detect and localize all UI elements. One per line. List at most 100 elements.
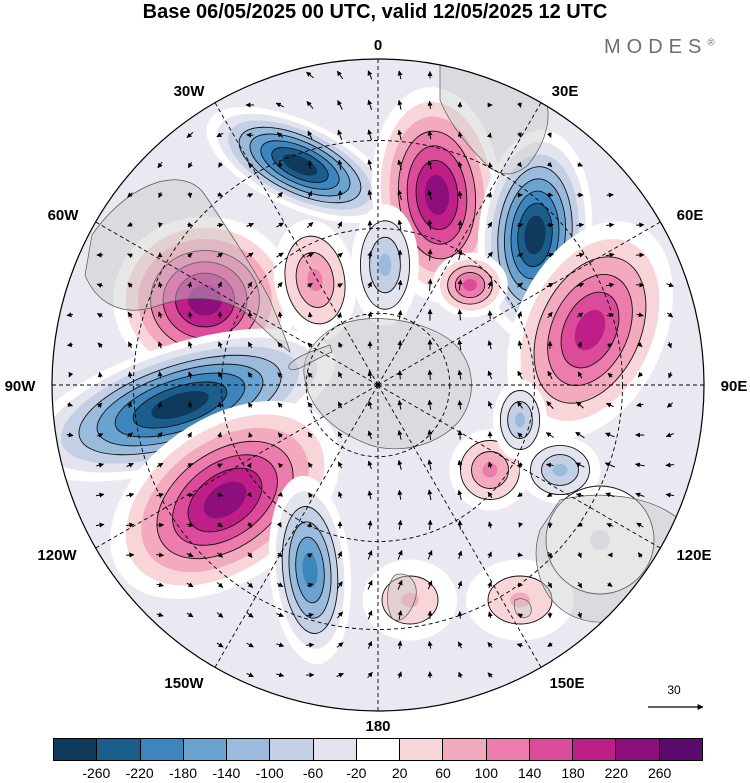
wind-vector xyxy=(397,99,403,110)
colorbar-tick-label: 140 xyxy=(517,765,542,781)
wind-vector xyxy=(217,191,223,197)
graticule xyxy=(52,59,704,711)
wind-vector xyxy=(307,342,313,348)
anomaly-contour-fill xyxy=(515,412,525,428)
wind-vector xyxy=(457,161,463,169)
negative-anomaly xyxy=(268,475,352,665)
positive-anomaly xyxy=(449,429,531,511)
wind-vector xyxy=(337,431,343,439)
wind-vector xyxy=(637,341,643,348)
wind-vector xyxy=(277,402,283,408)
wind-vector xyxy=(367,580,373,590)
wind-vector xyxy=(397,310,403,320)
anomaly-contour-fill xyxy=(510,592,530,608)
colorbar-swatch xyxy=(529,739,574,760)
wind-vector xyxy=(156,552,165,558)
wind-vector xyxy=(397,459,403,470)
wind-vector xyxy=(277,462,284,469)
wind-vector xyxy=(666,402,674,408)
wind-vector xyxy=(217,281,222,289)
wind-vector xyxy=(547,311,553,319)
meridian-line xyxy=(95,221,379,386)
wind-vector xyxy=(575,462,585,468)
wind-vector xyxy=(427,100,433,109)
wind-vector xyxy=(576,312,584,318)
wind-vector xyxy=(545,432,554,438)
wind-vector xyxy=(127,311,133,318)
wind-vector xyxy=(306,101,314,109)
wind-vector xyxy=(97,342,103,348)
wind-vector xyxy=(577,552,582,559)
wind-vector xyxy=(276,642,285,648)
meridian-line xyxy=(214,384,379,668)
wind-vector xyxy=(306,583,314,588)
wind-vector xyxy=(247,552,253,558)
wind-vector xyxy=(216,132,224,138)
wind-vector xyxy=(157,281,163,289)
wind-vector xyxy=(605,432,615,438)
wind-vector xyxy=(575,431,585,439)
wind-vector xyxy=(487,370,493,380)
wind-vector xyxy=(336,673,344,678)
wind-vector xyxy=(576,282,585,288)
wind-vector xyxy=(577,341,582,349)
wind-vector xyxy=(276,132,284,138)
wind-vector xyxy=(337,100,343,110)
positive-anomaly xyxy=(362,559,458,641)
wind-vector xyxy=(397,579,403,590)
wind-vector xyxy=(487,581,492,589)
wind-vector xyxy=(458,671,463,679)
negative-anomaly xyxy=(493,379,547,461)
wind-vector xyxy=(307,462,313,468)
lon-label-150w: 150W xyxy=(164,675,204,692)
wind-vector xyxy=(517,401,523,409)
wind-vector xyxy=(397,129,403,141)
wind-vector xyxy=(367,370,373,379)
colorbar-tick-label: -60 xyxy=(302,765,324,781)
wind-vector xyxy=(276,252,284,258)
wind-vector xyxy=(367,251,373,259)
wind-vector xyxy=(487,310,493,320)
wind-vector xyxy=(605,492,615,498)
wind-vector xyxy=(307,431,313,438)
wind-vector xyxy=(306,612,314,618)
wind-vector xyxy=(546,252,555,258)
wind-vector xyxy=(246,612,254,618)
wind-vector xyxy=(127,192,133,198)
wind-vector xyxy=(187,463,194,468)
anomaly-contour-fill xyxy=(401,592,419,608)
wind-vector xyxy=(156,462,164,468)
colorbar-swatch xyxy=(443,739,487,760)
wind-vector xyxy=(517,552,524,558)
wind-vector xyxy=(668,371,673,379)
wind-vector xyxy=(96,402,103,408)
meridian-line xyxy=(377,221,661,386)
wind-vector xyxy=(276,222,284,228)
wind-vector xyxy=(605,402,614,408)
wind-vector xyxy=(66,432,74,438)
colorbar-swatch xyxy=(183,739,228,760)
wind-vector xyxy=(397,610,403,620)
wind-vector xyxy=(427,580,433,590)
wind-vector xyxy=(397,671,403,679)
colorbar-swatch xyxy=(313,739,357,760)
anomaly-contour-fill xyxy=(282,154,318,176)
wind-vector xyxy=(336,70,344,80)
wind-vector xyxy=(186,612,194,618)
wind-vector xyxy=(636,402,644,408)
wind-vector xyxy=(307,282,313,288)
wind-vector xyxy=(545,462,554,468)
wind-vector xyxy=(576,401,584,409)
anomaly-contour-fill xyxy=(552,463,568,477)
map-title: Base 06/05/2025 00 UTC, valid 12/05/2025… xyxy=(142,1,608,23)
wind-vector xyxy=(517,370,523,380)
wind-vector xyxy=(187,222,193,228)
wind-vector xyxy=(277,372,283,378)
wind-vector xyxy=(517,613,524,619)
wind-vector xyxy=(457,249,463,261)
wind-vector xyxy=(457,459,463,470)
positive-anomaly xyxy=(273,219,357,341)
wind-vector xyxy=(397,279,403,290)
wind-vector xyxy=(96,462,105,468)
wind-vector xyxy=(307,311,313,318)
